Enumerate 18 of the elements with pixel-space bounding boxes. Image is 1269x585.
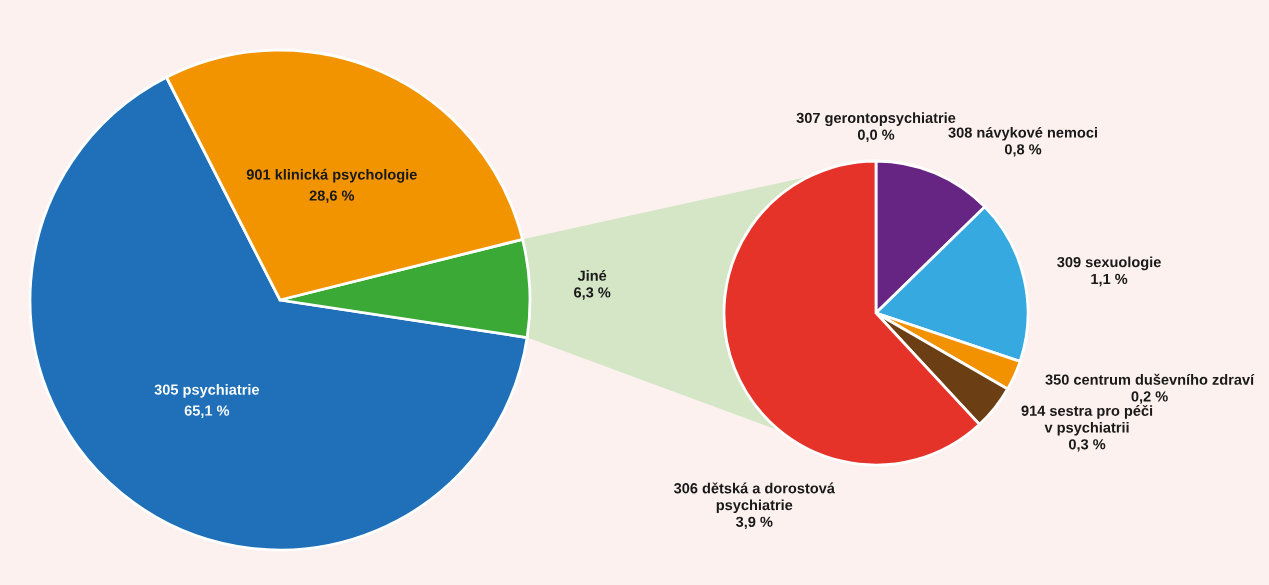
data-label: 1,1 % [1091, 273, 1128, 287]
data-label: 65,1 % [184, 405, 230, 418]
slice-label: 306 dětská a dorostová psychiatrie [673, 482, 835, 514]
text: 0,0 % [857, 129, 895, 142]
slice-label: 350 centrum duševního zdraví [1045, 373, 1255, 385]
data-label: 6,3 % [574, 287, 611, 300]
slice-label: 309 sexuologie [1057, 256, 1161, 271]
slice-label: Jiné [577, 269, 607, 281]
data-label: 28,6 % [309, 190, 355, 203]
slice-label: 308 návykové nemoci [948, 126, 1097, 141]
data-label: 0,2 % [1131, 391, 1168, 404]
data-label: 3,9 % [735, 516, 773, 530]
data-label: 0,8 % [1004, 144, 1042, 157]
slice-label: 914 sestra pro péči v psychiatrii [1021, 404, 1153, 436]
category-label: 307 gerontopsychiatrie [796, 112, 956, 127]
data-label: 0,3 % [1068, 439, 1106, 452]
slice-label: 305 psychiatrie [154, 384, 260, 398]
slice-label: 901 klinická psychologie [246, 168, 417, 183]
